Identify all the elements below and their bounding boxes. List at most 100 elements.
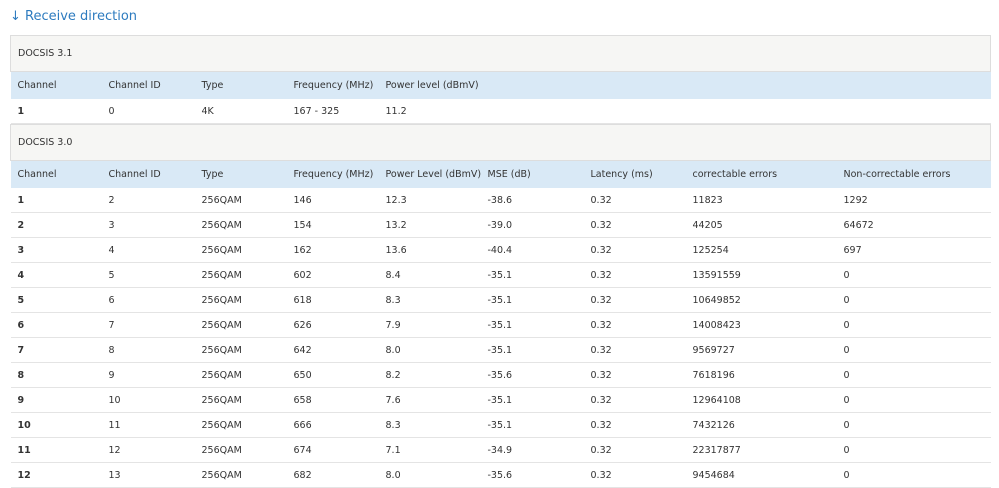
- cell: 0.32: [583, 287, 686, 313]
- cell: 4: [101, 237, 195, 263]
- cell: 0.32: [583, 437, 686, 463]
- cell: 697: [836, 237, 991, 263]
- column-header: Latency (ms): [583, 160, 686, 188]
- column-header: Non-correctable errors: [836, 160, 991, 188]
- cell: 682: [286, 462, 379, 488]
- cell: 6: [101, 287, 195, 313]
- cell: 0.32: [583, 462, 686, 488]
- cell: 0: [836, 462, 991, 488]
- section-label: DOCSIS 3.0: [9, 124, 992, 161]
- cell: 658: [286, 387, 379, 413]
- cell: 10649852: [685, 287, 837, 313]
- cell: 256QAM: [194, 362, 287, 388]
- column-header: Type: [194, 160, 287, 188]
- cell: 8.2: [378, 362, 481, 388]
- data-row: 5 6 256QAM 618 8.3 -35.1 0.32 10649852 0: [10, 287, 991, 313]
- cell: 167 - 325: [286, 99, 379, 124]
- header-cell: [685, 71, 837, 99]
- cell: 12.3: [378, 188, 481, 213]
- cell: 256QAM: [194, 387, 287, 413]
- cell: 0: [836, 337, 991, 363]
- data-row: 9 10 256QAM 658 7.6 -35.1 0.32 12964108 0: [10, 387, 991, 413]
- cell: -35.1: [480, 262, 584, 288]
- cell: 0.32: [583, 212, 686, 238]
- cell: 618: [286, 287, 379, 313]
- column-header: Channel ID: [101, 71, 195, 99]
- cell: 256QAM: [194, 412, 287, 438]
- header-cell: [583, 71, 686, 99]
- cell: 8.0: [378, 337, 481, 363]
- section-row: DOCSIS 3.1: [9, 35, 992, 72]
- empty-cell: [583, 99, 686, 124]
- header-cell: [836, 71, 991, 99]
- cell: 4: [10, 262, 102, 288]
- section-row: DOCSIS 3.0: [9, 124, 992, 161]
- cell: -38.6: [480, 188, 584, 213]
- cell: 0.32: [583, 362, 686, 388]
- column-header: Channel ID: [101, 160, 195, 188]
- cell: 0.32: [583, 412, 686, 438]
- section-label: DOCSIS 3.1: [9, 35, 992, 72]
- cell: 11: [10, 437, 102, 463]
- cell: 13.2: [378, 212, 481, 238]
- column-header: Type: [194, 71, 287, 99]
- column-header: Power Level (dBmV): [378, 160, 481, 188]
- cell: 0: [836, 287, 991, 313]
- cell: -35.1: [480, 412, 584, 438]
- cell: 6: [10, 312, 102, 338]
- cell: -39.0: [480, 212, 584, 238]
- downstream-tables: DOCSIS 3.1 Channel Channel ID Type Frequency…: [9, 35, 992, 488]
- cell: 8.3: [378, 412, 481, 438]
- cell: 642: [286, 337, 379, 363]
- cell: 7.6: [378, 387, 481, 413]
- cell: 7.9: [378, 312, 481, 338]
- cell: 7: [101, 312, 195, 338]
- data-row: 12 13 256QAM 682 8.0 -35.6 0.32 9454684 0: [10, 462, 991, 488]
- data-row: 11 12 256QAM 674 7.1 -34.9 0.32 22317877 0: [10, 437, 991, 463]
- cell: 256QAM: [194, 337, 287, 363]
- header-row: Channel Channel ID Type Frequency (MHz) Powe…: [10, 160, 991, 188]
- cell: 0.32: [583, 387, 686, 413]
- cell: -34.9: [480, 437, 584, 463]
- cell: 0: [836, 437, 991, 463]
- cell: 7.1: [378, 437, 481, 463]
- cell: 14008423: [685, 312, 837, 338]
- cell: 13591559: [685, 262, 837, 288]
- data-row: 10 11 256QAM 666 8.3 -35.1 0.32 7432126 0: [10, 412, 991, 438]
- cell: 162: [286, 237, 379, 263]
- cell: 256QAM: [194, 312, 287, 338]
- cell: 0: [836, 387, 991, 413]
- cell: 154: [286, 212, 379, 238]
- cell: 12964108: [685, 387, 837, 413]
- cell: 1: [10, 188, 102, 213]
- data-row: 3 4 256QAM 162 13.6 -40.4 0.32 125254 697: [10, 237, 991, 263]
- column-header: Channel: [10, 71, 102, 99]
- column-header: Frequency (MHz): [286, 71, 379, 99]
- cell: 0.32: [583, 262, 686, 288]
- cell: 1: [10, 99, 102, 124]
- cell: 13: [101, 462, 195, 488]
- data-row: 6 7 256QAM 626 7.9 -35.1 0.32 14008423 0: [10, 312, 991, 338]
- cell: 8.4: [378, 262, 481, 288]
- channel-table: DOCSIS 3.1 Channel Channel ID Type Frequency…: [9, 35, 992, 124]
- cell: 11: [101, 412, 195, 438]
- cell: 0.32: [583, 188, 686, 213]
- cell: 9454684: [685, 462, 837, 488]
- cell: 674: [286, 437, 379, 463]
- cell: 1292: [836, 188, 991, 213]
- cell: 0: [836, 312, 991, 338]
- cell: 256QAM: [194, 212, 287, 238]
- data-row: 4 5 256QAM 602 8.4 -35.1 0.32 13591559 0: [10, 262, 991, 288]
- cell: 256QAM: [194, 188, 287, 213]
- data-row: 2 3 256QAM 154 13.2 -39.0 0.32 44205 64672: [10, 212, 991, 238]
- cell: 146: [286, 188, 379, 213]
- column-header: Power level (dBmV): [378, 71, 481, 99]
- cell: 22317877: [685, 437, 837, 463]
- cell: 11.2: [378, 99, 481, 124]
- header-row: Channel Channel ID Type Frequency (MHz) Powe…: [10, 71, 991, 99]
- data-row: 7 8 256QAM 642 8.0 -35.1 0.32 9569727 0: [10, 337, 991, 363]
- cell: 0.32: [583, 237, 686, 263]
- cell: 256QAM: [194, 287, 287, 313]
- section-title: ↓ Receive direction: [10, 9, 138, 24]
